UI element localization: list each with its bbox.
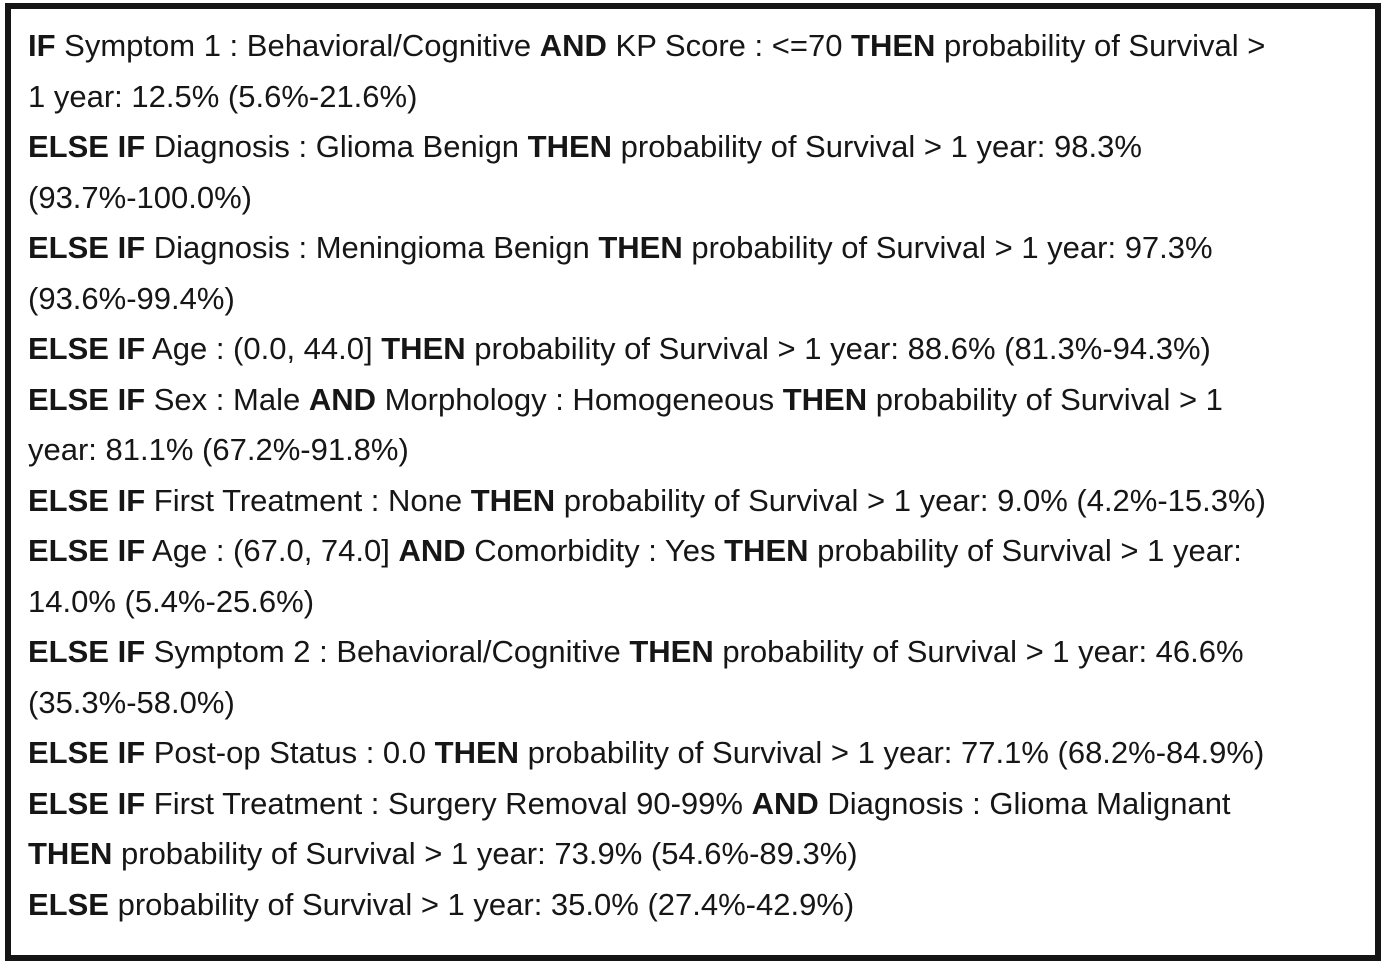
rule-keyword: THEN: [470, 482, 556, 518]
rule-keyword: ELSE IF: [28, 129, 146, 164]
rule-keyword: ELSE IF: [28, 735, 146, 770]
rule-keyword: THEN: [28, 836, 113, 871]
rule-keyword: AND: [751, 785, 819, 821]
rule-line: (35.3%-58.0%): [28, 678, 1361, 729]
rule-line: ELSE IF Age : (67.0, 74.0] AND Comorbidi…: [28, 526, 1361, 577]
rule-text: probability of Survival > 1 year: 73.9% …: [112, 836, 858, 871]
rule-line: ELSE IF First Treatment : None THEN prob…: [28, 476, 1361, 527]
rule-keyword: AND: [539, 28, 607, 63]
rule-keyword: THEN: [782, 381, 868, 417]
rule-keyword: ELSE IF: [28, 785, 146, 821]
rule-text: First Treatment : Surgery Removal 90-99%: [145, 785, 752, 821]
rule-line: ELSE IF Sex : Male AND Morphology : Homo…: [28, 375, 1361, 426]
rule-text: 1 year: 12.5% (5.6%-21.6%): [28, 78, 418, 114]
rule-line: ELSE IF Diagnosis : Meningioma Benign TH…: [28, 223, 1361, 274]
rule-text: KP Score : <=70: [606, 28, 852, 63]
rule-text: Symptom 1 : Behavioral/Cognitive: [55, 28, 540, 63]
rule-keyword: ELSE IF: [28, 331, 146, 366]
rule-text: probability of Survival > 1 year:: [808, 533, 1242, 568]
rule-line: ELSE IF Diagnosis : Glioma Benign THEN p…: [28, 122, 1361, 173]
rule-text: probability of Survival > 1 year: 88.6% …: [465, 331, 1211, 366]
rule-keyword: THEN: [527, 129, 613, 164]
rule-keyword: ELSE IF: [28, 381, 146, 417]
rule-text: Age : (0.0, 44.0]: [145, 331, 382, 366]
rule-text: Symptom 2 : Behavioral/Cognitive: [145, 634, 630, 669]
rule-line: 14.0% (5.4%-25.6%): [28, 577, 1361, 628]
rule-line: (93.6%-99.4%): [28, 274, 1361, 325]
rule-line: 1 year: 12.5% (5.6%-21.6%): [28, 72, 1361, 123]
rule-text: probability of Survival > 1 year: 98.3%: [612, 129, 1142, 164]
rule-line: ELSE probability of Survival > 1 year: 3…: [28, 880, 1361, 931]
rule-line: ELSE IF First Treatment : Surgery Remova…: [28, 779, 1361, 830]
rule-keyword: IF: [28, 28, 56, 63]
rule-text: Morphology : Homogeneous: [376, 381, 783, 417]
rule-keyword: ELSE IF: [28, 230, 146, 265]
rule-text: Diagnosis : Meningioma Benign: [145, 230, 599, 265]
rule-text: probability of Survival > 1 year: 9.0% (…: [555, 482, 1266, 518]
rule-text: Comorbidity : Yes: [465, 533, 725, 568]
rule-keyword: THEN: [381, 331, 466, 366]
rule-keyword: AND: [308, 381, 376, 417]
rule-keyword: ELSE: [28, 886, 109, 922]
rule-keyword: ELSE IF: [28, 634, 146, 669]
rule-line: THEN probability of Survival > 1 year: 7…: [28, 829, 1361, 880]
rule-text: (35.3%-58.0%): [28, 684, 235, 720]
rule-line: (93.7%-100.0%): [28, 173, 1361, 224]
rule-text: probability of Survival > 1 year: 35.0% …: [108, 886, 855, 922]
rule-line: ELSE IF Post-op Status : 0.0 THEN probab…: [28, 728, 1361, 779]
rule-list-text: IF Symptom 1 : Behavioral/Cognitive AND …: [28, 21, 1361, 930]
rule-text: (93.7%-100.0%): [28, 179, 253, 215]
rule-text: (93.6%-99.4%): [28, 280, 235, 316]
rule-text: First Treatment : None: [145, 482, 471, 518]
rule-text: Age : (67.0, 74.0]: [145, 533, 399, 568]
rule-text: year: 81.1% (67.2%-91.8%): [28, 432, 409, 467]
rule-text: probability of Survival > 1 year: 46.6%: [713, 634, 1244, 669]
rule-text: Post-op Status : 0.0: [145, 735, 435, 770]
rule-keyword: THEN: [434, 735, 520, 770]
rule-keyword: AND: [398, 533, 466, 568]
rule-keyword: THEN: [724, 533, 809, 568]
rule-text: Diagnosis : Glioma Benign: [145, 129, 528, 164]
rule-line: ELSE IF Symptom 2 : Behavioral/Cognitive…: [28, 627, 1361, 678]
rule-keyword: THEN: [598, 230, 683, 265]
rule-text: probability of Survival > 1: [867, 381, 1223, 417]
rule-keyword: ELSE IF: [28, 482, 146, 518]
rule-line: year: 81.1% (67.2%-91.8%): [28, 425, 1361, 476]
rule-text: probability of Survival >: [935, 28, 1266, 63]
rule-line: IF Symptom 1 : Behavioral/Cognitive AND …: [28, 21, 1361, 72]
rule-keyword: THEN: [629, 634, 714, 669]
rule-text: 14.0% (5.4%-25.6%): [28, 583, 315, 619]
rule-text: Sex : Male: [145, 381, 309, 417]
rule-text: probability of Survival > 1 year: 97.3%: [682, 230, 1213, 265]
rule-keyword: THEN: [851, 28, 936, 63]
rule-list-box: IF Symptom 1 : Behavioral/Cognitive AND …: [5, 3, 1381, 961]
rule-text: Diagnosis : Glioma Malignant: [818, 785, 1231, 821]
rule-text: probability of Survival > 1 year: 77.1% …: [519, 735, 1265, 770]
rule-line: ELSE IF Age : (0.0, 44.0] THEN probabili…: [28, 324, 1361, 375]
rule-keyword: ELSE IF: [28, 533, 146, 568]
